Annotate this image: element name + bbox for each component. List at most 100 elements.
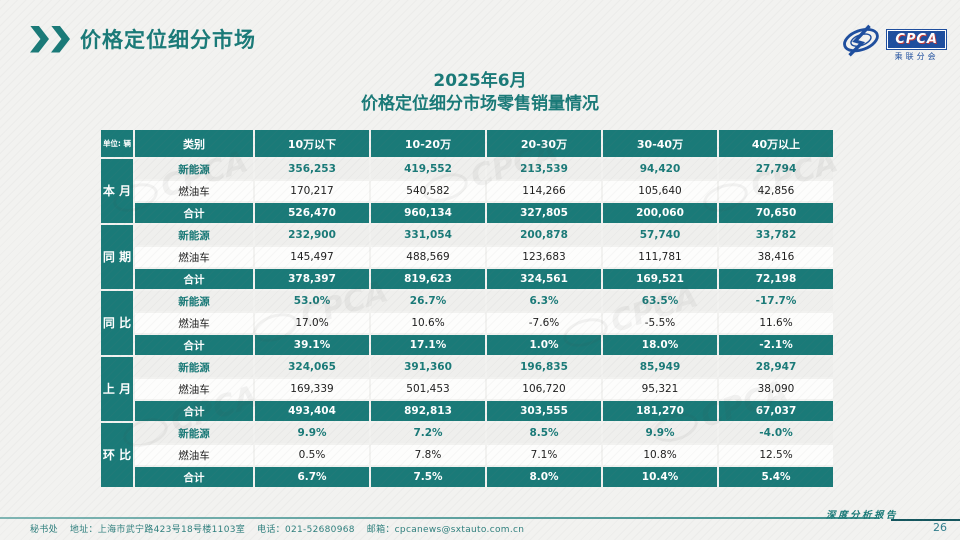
value-cell: 391,360 <box>371 357 485 377</box>
value-cell: 114,266 <box>487 181 601 201</box>
row-label: 新能源 <box>135 357 253 377</box>
value-cell: 38,416 <box>719 247 833 267</box>
value-cell: 95,321 <box>603 379 717 399</box>
value-cell: 28,947 <box>719 357 833 377</box>
table-row: 燃油车 170,217 540,582 114,266 105,640 42,856 <box>101 181 833 201</box>
value-cell: 63.5% <box>603 291 717 311</box>
value-cell: 6.7% <box>255 467 369 487</box>
value-cell: 85,949 <box>603 357 717 377</box>
value-cell: 53.0% <box>255 291 369 311</box>
table-row: 同 期新能源 232,900 331,054 200,878 57,740 33,782 <box>101 225 833 289</box>
value-cell: 819,623 <box>371 269 485 289</box>
value-cell: 493,404 <box>255 401 369 421</box>
row-label: 新能源 <box>135 159 253 179</box>
row-label: 燃油车 <box>135 379 253 399</box>
row-label: 燃油车 <box>135 313 253 333</box>
value-cell: 6.3% <box>487 291 601 311</box>
page-number-rule <box>891 519 960 521</box>
value-cell: -2.1% <box>719 335 833 355</box>
value-cell: 18.0% <box>603 335 717 355</box>
value-cell: 106,720 <box>487 379 601 399</box>
page-number: 26 <box>933 521 947 534</box>
value-cell: 12.5% <box>719 445 833 465</box>
value-cell: 501,453 <box>371 379 485 399</box>
value-cell: 57,740 <box>603 225 717 245</box>
table-row: 燃油车 0.5% 7.8% 7.1% 10.8% 12.5% <box>101 445 833 465</box>
row-label: 燃油车 <box>135 247 253 267</box>
table-row: 燃油车 169,339 501,453 106,720 95,321 38,090 <box>101 379 833 399</box>
value-cell: 27,794 <box>719 159 833 179</box>
table-row: 燃油车 145,497 488,569 123,683 111,781 38,416 <box>101 247 833 267</box>
slide-header: 价格定位细分市场 <box>30 24 256 54</box>
table-row: 同 比新能源 53.0% 26.7% 6.3% 63.5% -17.7% <box>101 291 833 355</box>
row-group-label: 上 月 <box>101 357 133 421</box>
footer-secretariat: 秘书处 <box>30 525 58 535</box>
row-label: 新能源 <box>135 423 253 443</box>
value-cell: -4.0% <box>719 423 833 443</box>
row-label: 合计 <box>135 203 253 223</box>
value-cell: 892,813 <box>371 401 485 421</box>
value-cell: -7.6% <box>487 313 601 333</box>
cpca-logo-subtitle: 乘联分会 <box>894 52 939 61</box>
row-group-label: 本 月 <box>101 159 133 223</box>
value-cell: 123,683 <box>487 247 601 267</box>
footer-divider <box>0 517 878 519</box>
table-title: 2025年6月 价格定位细分市场零售销量情况 <box>0 70 960 116</box>
value-cell: 200,060 <box>603 203 717 223</box>
column-header: 20-30万 <box>487 130 601 157</box>
value-cell: 5.4% <box>719 467 833 487</box>
value-cell: 0.5% <box>255 445 369 465</box>
column-header: 10-20万 <box>371 130 485 157</box>
value-cell: 67,037 <box>719 401 833 421</box>
value-cell: 327,805 <box>487 203 601 223</box>
value-cell: 145,497 <box>255 247 369 267</box>
table-title-line1: 2025年6月 <box>433 71 527 91</box>
table-row: 合计 6.7% 7.5% 8.0% 10.4% 5.4% <box>101 467 833 487</box>
value-cell: 111,781 <box>603 247 717 267</box>
value-cell: 8.5% <box>487 423 601 443</box>
table-row: 环 比新能源 9.9% 7.2% 8.5% 9.9% -4.0% <box>101 423 833 487</box>
cpca-logo-text-block: CPCA 乘联分会 <box>886 29 947 62</box>
value-cell: 42,856 <box>719 181 833 201</box>
value-cell: 488,569 <box>371 247 485 267</box>
table-row: 合计 378,397 819,623 324,561 169,521 72,198 <box>101 269 833 289</box>
table-header-row: 单位: 辆 类别 10万以下 10-20万 20-30万 30-40万 40万以… <box>101 130 833 157</box>
column-header: 30-40万 <box>603 130 717 157</box>
value-cell: 10.6% <box>371 313 485 333</box>
value-cell: 7.5% <box>371 467 485 487</box>
value-cell: 181,270 <box>603 401 717 421</box>
footer-phone: 电话：021-52680968 <box>257 525 355 535</box>
value-cell: 303,555 <box>487 401 601 421</box>
value-cell: 8.0% <box>487 467 601 487</box>
value-cell: 26.7% <box>371 291 485 311</box>
footer-email: 邮箱：cpcanews@sxtauto.com.cn <box>366 525 525 535</box>
table-row: 上 月新能源 324,065 391,360 196,835 85,949 28,947 <box>101 357 833 421</box>
value-cell: -5.5% <box>603 313 717 333</box>
row-group-label: 同 期 <box>101 225 133 289</box>
value-cell: 170,217 <box>255 181 369 201</box>
value-cell: 7.8% <box>371 445 485 465</box>
value-cell: 526,470 <box>255 203 369 223</box>
value-cell: 9.9% <box>603 423 717 443</box>
value-cell: 38,090 <box>719 379 833 399</box>
value-cell: 232,900 <box>255 225 369 245</box>
row-label: 新能源 <box>135 225 253 245</box>
value-cell: 105,640 <box>603 181 717 201</box>
unit-label: 单位: 辆 <box>101 130 133 157</box>
value-cell: 7.1% <box>487 445 601 465</box>
row-group-label: 环 比 <box>101 423 133 487</box>
value-cell: 169,339 <box>255 379 369 399</box>
cpca-logo-name: CPCA <box>886 29 947 50</box>
value-cell: 960,134 <box>371 203 485 223</box>
footer-address: 地址：上海市武宁路423号18号楼1103室 <box>69 525 246 535</box>
row-label: 燃油车 <box>135 445 253 465</box>
cpca-logo: CPCA 乘联分会 <box>836 22 947 66</box>
value-cell: 10.8% <box>603 445 717 465</box>
table-row: 合计 39.1% 17.1% 1.0% 18.0% -2.1% <box>101 335 833 355</box>
column-header: 40万以上 <box>719 130 833 157</box>
value-cell: 200,878 <box>487 225 601 245</box>
value-cell: 33,782 <box>719 225 833 245</box>
row-group-label: 同 比 <box>101 291 133 355</box>
row-label: 新能源 <box>135 291 253 311</box>
value-cell: 9.9% <box>255 423 369 443</box>
